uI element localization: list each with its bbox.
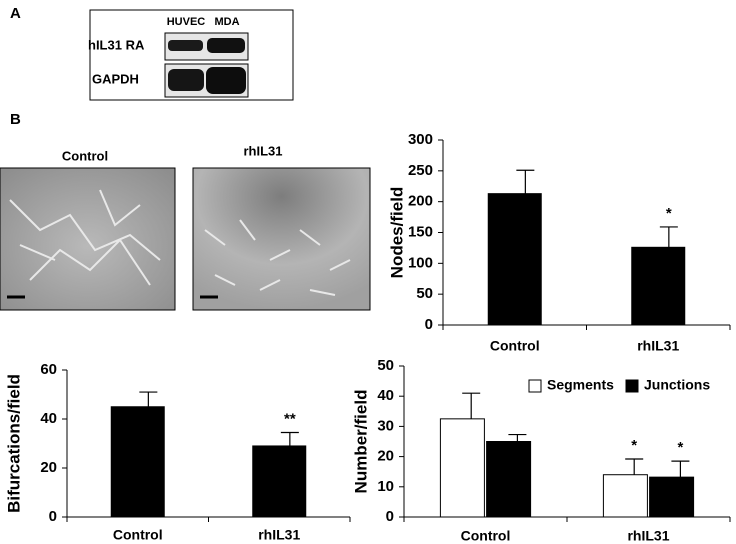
y-tick-label: 30 — [377, 417, 394, 434]
y-tick-label: 10 — [377, 478, 394, 495]
bar — [602, 474, 648, 518]
y-tick-label: 0 — [425, 316, 433, 333]
error-bar — [659, 226, 678, 248]
bar — [631, 246, 686, 326]
panel-label: B — [10, 111, 21, 128]
panel-label: A — [10, 5, 21, 22]
y-axis-title: Nodes/field — [387, 187, 406, 279]
y-tick-label: 0 — [49, 508, 57, 525]
micrograph — [192, 167, 371, 311]
y-tick-label: 300 — [408, 131, 433, 148]
bar — [110, 406, 165, 518]
significance: * — [631, 437, 637, 454]
legend-swatch — [625, 379, 639, 393]
tube-network — [9, 189, 161, 286]
bar — [487, 193, 542, 326]
y-tick-label: 150 — [408, 223, 433, 240]
x-tick-label: Control — [113, 527, 163, 543]
blot-band — [168, 69, 204, 91]
bar — [252, 445, 307, 518]
blot-band — [206, 67, 246, 94]
bar — [486, 441, 532, 518]
legend-label: Segments — [547, 377, 614, 393]
y-tick-label: 40 — [40, 410, 57, 427]
image-label: rhIL31 — [243, 143, 282, 158]
error-bar — [625, 458, 644, 475]
y-tick-label: 50 — [416, 285, 433, 302]
y-tick-label: 60 — [40, 361, 57, 378]
x-tick-label: rhIL31 — [258, 527, 300, 543]
error-bar — [462, 392, 481, 419]
x-tick-label: Control — [490, 338, 540, 354]
significance: ** — [284, 410, 296, 427]
y-tick-label: 50 — [377, 357, 394, 374]
y-tick-label: 20 — [40, 459, 57, 476]
error-bar — [671, 460, 690, 478]
legend-swatch — [528, 379, 542, 393]
y-tick-label: 40 — [377, 387, 394, 404]
row-label: GAPDH — [92, 71, 139, 86]
cell-cluster — [204, 219, 351, 296]
legend-label: Junctions — [644, 377, 710, 393]
x-tick-label: rhIL31 — [637, 338, 679, 354]
bar — [439, 418, 485, 518]
x-tick-label: rhIL31 — [627, 528, 669, 544]
y-tick-label: 20 — [377, 448, 394, 465]
y-tick-label: 0 — [386, 508, 394, 525]
lane-label: MDA — [214, 16, 239, 28]
error-bar — [508, 433, 527, 442]
blot-band — [207, 38, 245, 53]
error-bar — [139, 391, 158, 407]
error-bar — [516, 169, 535, 194]
blot-band — [168, 40, 203, 51]
image-label: Control — [62, 148, 108, 163]
bar — [649, 476, 695, 518]
y-axis-title: Bifurcations/field — [4, 374, 23, 513]
error-bar — [280, 431, 299, 446]
y-axis-title: Number/field — [351, 390, 370, 494]
row-label: hIL31 RA — [88, 37, 145, 52]
significance: * — [677, 439, 683, 456]
blot-frame — [89, 9, 294, 101]
y-tick-label: 250 — [408, 162, 433, 179]
y-tick-label: 200 — [408, 193, 433, 210]
y-tick-label: 100 — [408, 254, 433, 271]
significance: * — [666, 205, 672, 222]
x-tick-label: Control — [461, 528, 511, 544]
lane-label: HUVEC — [167, 16, 206, 28]
